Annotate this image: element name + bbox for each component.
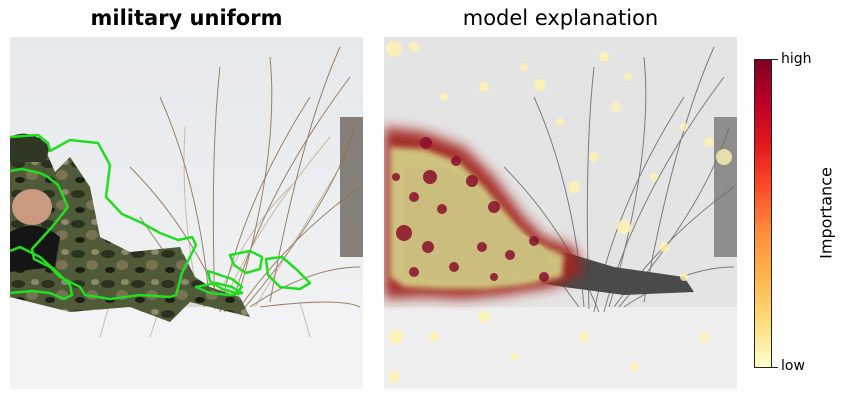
colorbar-high-tick [772, 59, 778, 60]
colorbar-axis-label: Importance [816, 167, 836, 259]
segmentation-outline [10, 133, 312, 301]
right-panel-title: model explanation [462, 6, 659, 30]
left-panel-title: military uniform [90, 6, 283, 30]
explanation-heatmap [384, 37, 737, 389]
colorbar-low-label: low [781, 358, 805, 374]
original-image-panel [10, 37, 363, 389]
importance-colorbar [754, 59, 772, 368]
original-image [10, 37, 363, 389]
colorbar-low-tick [772, 367, 778, 368]
explanation-heatmap-panel [384, 37, 737, 389]
colorbar-high-label: high [781, 51, 812, 67]
